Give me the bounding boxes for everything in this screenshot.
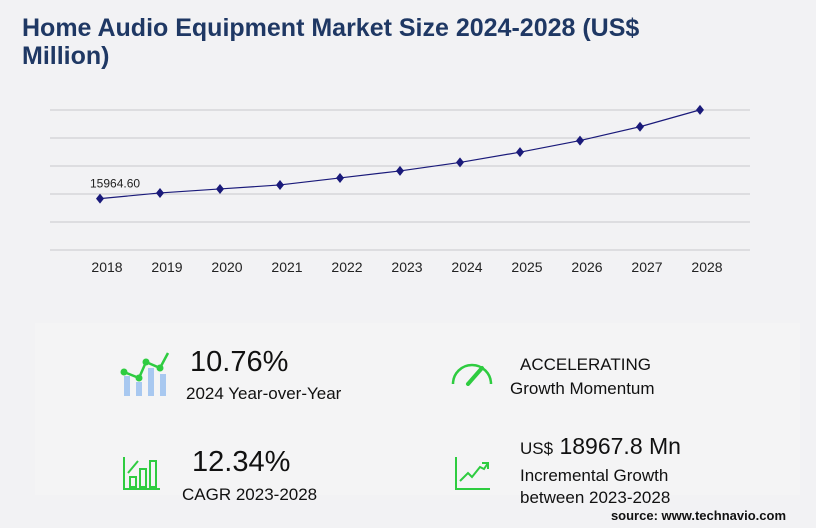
x-tick-label: 2022 [331, 259, 362, 275]
incremental-growth-icon [455, 457, 490, 490]
momentum-value: ACCELERATING [520, 355, 651, 374]
data-point [276, 179, 284, 190]
x-tick-label: 2024 [451, 259, 482, 275]
cagr-chart-icon [123, 457, 160, 490]
incremental-amount: 18967.8 Mn [559, 433, 681, 459]
x-tick-label: 2027 [631, 259, 662, 275]
source-text: source: www.technavio.com [610, 508, 786, 523]
x-tick-label: 2028 [691, 259, 722, 275]
momentum-label: Growth Momentum [510, 379, 655, 398]
data-point [396, 165, 404, 176]
x-tick-label: 2021 [271, 259, 302, 275]
x-tick-label: 2020 [211, 259, 242, 275]
chart-title: Home Audio Equipment Market Size 2024-20… [22, 14, 640, 70]
data-point [516, 147, 524, 158]
data-point [96, 193, 104, 204]
data-point [576, 135, 584, 146]
stats-panel [35, 323, 800, 495]
x-tick-label: 2019 [151, 259, 182, 275]
x-tick-label: 2023 [391, 259, 422, 275]
data-label: 15964.60 [90, 177, 140, 191]
x-tick-label: 2025 [511, 259, 542, 275]
speedometer-icon [451, 363, 493, 386]
growth-bars-icon [120, 352, 170, 396]
incremental-value: US$ 18967.8 Mn [520, 433, 681, 460]
x-tick-label: 2026 [571, 259, 602, 275]
data-point [216, 183, 224, 194]
incremental-label-1: Incremental Growth [520, 466, 669, 485]
data-point [336, 172, 344, 183]
incremental-label-2: between 2023-2028 [520, 488, 671, 507]
yoy-label: 2024 Year-over-Year [186, 384, 342, 403]
currency-prefix: US$ [520, 439, 554, 458]
data-point [636, 121, 644, 132]
yoy-value: 10.76% [190, 346, 289, 378]
cagr-label: CAGR 2023-2028 [182, 485, 318, 504]
data-point [456, 157, 464, 168]
x-tick-label: 2018 [91, 259, 122, 275]
series-line [99, 109, 701, 200]
data-point [696, 104, 704, 115]
cagr-value: 12.34% [192, 446, 291, 478]
data-point [156, 187, 164, 198]
line-chart: 2018 15964.60 2019 2020 2021 2022 2023 2024 2025… [50, 104, 750, 275]
